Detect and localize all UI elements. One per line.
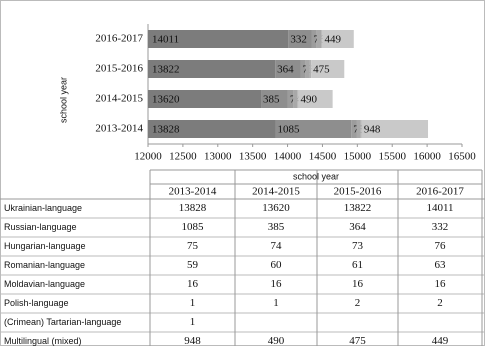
- table-cell: 2: [437, 297, 443, 309]
- table-cell: 14011: [426, 202, 453, 214]
- bar-segment: [321, 30, 323, 48]
- table-cell: 16: [352, 278, 364, 290]
- bar-segment: [148, 60, 276, 78]
- bar-segment: [275, 60, 301, 78]
- table-row-header: (Crimean) Tartarian-language: [4, 317, 121, 327]
- table-cell: 1: [273, 297, 279, 309]
- table-cell: 74: [271, 240, 283, 252]
- bar-value-label: 14011: [152, 34, 179, 46]
- bar-segment: [316, 30, 322, 48]
- y-tick-label: 2015-2016: [95, 63, 143, 75]
- table-cell: 16: [187, 278, 199, 290]
- bar-segment: [148, 120, 276, 138]
- bar-value-label: 13828: [152, 124, 180, 136]
- table-row-header: Multilingual (mixed): [4, 336, 82, 346]
- bar-segment: [261, 90, 288, 108]
- table-row-header: Russian-language: [4, 222, 77, 232]
- table-row-header: Moldavian-language: [4, 279, 85, 289]
- bar-segment: [293, 90, 298, 108]
- bar-segment: [297, 90, 299, 108]
- y-axis-label: school year: [58, 77, 68, 123]
- bar-value-label: 1085: [278, 124, 301, 136]
- bar-segment: [305, 60, 310, 78]
- bar-segment: [275, 120, 352, 138]
- bar-value-label: 475: [313, 64, 330, 76]
- table-row-header: Polish-language: [4, 298, 69, 308]
- table-col-header: 2013-2014: [169, 186, 217, 198]
- bar-value-label: 449: [324, 34, 341, 46]
- table-cell: 449: [432, 335, 449, 346]
- bar-segment: [287, 90, 294, 108]
- table-col-header: 2014-2015: [252, 186, 300, 198]
- bar-segment: [361, 120, 429, 138]
- table-row-header: Romanian-language: [4, 260, 85, 270]
- table-cell: 1085: [182, 221, 205, 233]
- bar-segment: [351, 120, 357, 138]
- table-cell: 332: [432, 221, 449, 233]
- table-header: school year: [293, 171, 339, 181]
- x-tick-label: 15000: [344, 151, 372, 163]
- x-tick-label: 13000: [204, 151, 232, 163]
- table-col-header: 2016-2017: [416, 186, 464, 198]
- table-cell: 73: [352, 240, 364, 252]
- table-cell: 60: [271, 259, 283, 271]
- bar-segment: [309, 60, 312, 78]
- x-tick-label: 12500: [169, 151, 197, 163]
- table-cell: 475: [349, 335, 366, 346]
- y-tick-label: 2013-2014: [95, 123, 143, 135]
- bar-segment: [311, 30, 317, 48]
- x-tick-label: 14500: [309, 151, 337, 163]
- table-cell: 364: [349, 221, 366, 233]
- x-tick-label: 16000: [413, 151, 441, 163]
- bar-segment: [356, 120, 361, 138]
- table-cell: 59: [187, 259, 199, 271]
- table-cell: 63: [435, 259, 447, 271]
- y-tick-label: 2014-2015: [95, 93, 143, 105]
- bar-segment: [298, 90, 333, 108]
- bar-segment: [311, 60, 345, 78]
- table-cell: 490: [268, 335, 285, 346]
- table-cell: 13828: [179, 202, 207, 214]
- x-tick-label: 13500: [239, 151, 267, 163]
- bar-value-label: 490: [300, 94, 317, 106]
- bar-segment: [148, 30, 289, 48]
- x-tick-label: 14000: [274, 151, 302, 163]
- table-cell: 75: [187, 240, 199, 252]
- bar-value-label: 948: [364, 124, 381, 136]
- table-cell: 1: [190, 297, 196, 309]
- bar-value-label: 13620: [152, 94, 180, 106]
- table-cell: 13822: [344, 202, 372, 214]
- x-tick-label: 12000: [134, 151, 162, 163]
- bar-segment: [300, 60, 306, 78]
- y-tick-label: 2016-2017: [95, 33, 143, 45]
- bar-value-label: 13822: [152, 64, 180, 76]
- table-cell: 385: [268, 221, 285, 233]
- table-row-header: Ukrainian-language: [4, 203, 82, 213]
- bar-value-label: 364: [277, 64, 294, 76]
- table-cell: 61: [352, 259, 363, 271]
- table-cell: 16: [435, 278, 447, 290]
- table-cell: 13620: [262, 202, 290, 214]
- table-cell: 16: [271, 278, 283, 290]
- bar-segment: [322, 30, 354, 48]
- x-tick-label: 16500: [448, 151, 476, 163]
- table-cell: 76: [435, 240, 447, 252]
- table-cell: 1: [190, 316, 196, 328]
- table-cell: 948: [184, 335, 201, 346]
- bar-segment: [148, 90, 262, 108]
- x-tick-label: 15500: [378, 151, 406, 163]
- table-cell: 2: [355, 297, 361, 309]
- table-row-header: Hungarian-language: [4, 241, 86, 251]
- bar-segment: [288, 30, 312, 48]
- bar-value-label: 332: [290, 34, 307, 46]
- bar-value-label: 385: [263, 94, 280, 106]
- table-col-header: 2015-2016: [334, 186, 382, 198]
- bar-segment: [360, 120, 362, 138]
